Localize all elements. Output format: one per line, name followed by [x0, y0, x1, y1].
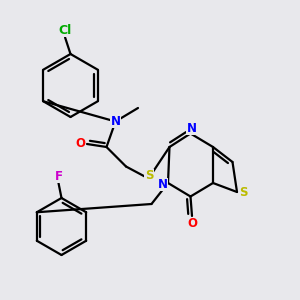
Text: N: N [110, 115, 121, 128]
Text: Cl: Cl [58, 23, 72, 37]
Text: O: O [187, 217, 197, 230]
Text: F: F [55, 170, 62, 183]
Text: S: S [145, 169, 153, 182]
Text: S: S [239, 185, 248, 199]
Text: O: O [75, 137, 85, 150]
Text: N: N [186, 122, 197, 135]
Text: N: N [158, 178, 168, 191]
